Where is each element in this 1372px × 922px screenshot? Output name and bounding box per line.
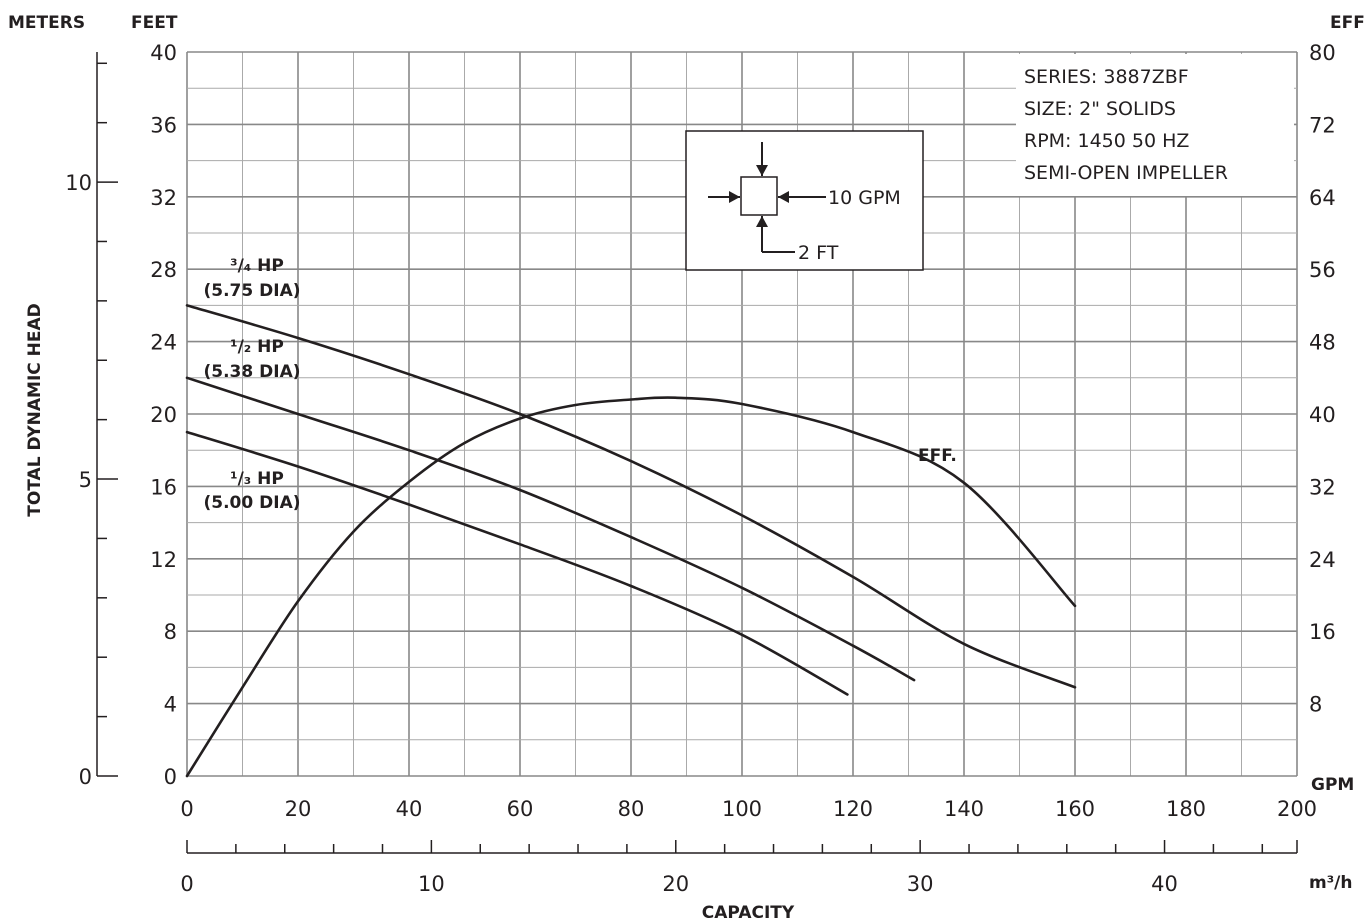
- meters-tick-label: 10: [65, 171, 92, 195]
- curve-1-3-hp: [185, 430, 849, 696]
- eff-tick-label: 16: [1309, 620, 1336, 644]
- m3h-tick-label: 0: [180, 872, 193, 896]
- legend-x-step: 10 GPM: [828, 187, 901, 209]
- feet-tick-label: 0: [164, 765, 177, 789]
- gpm-unit-label: GPM: [1311, 775, 1354, 795]
- eff-unit-label: EFF: [1330, 13, 1365, 33]
- curve-dia-label-1-2-hp: (5.38 DIA): [204, 362, 301, 382]
- legend-arrow-bottom-head: [756, 216, 768, 227]
- m3h-unit-label: m³/h: [1309, 873, 1352, 893]
- curve-1-2-hp: [185, 376, 916, 682]
- meters-tick-label: 0: [79, 765, 92, 789]
- feet-tick-label: 28: [150, 258, 177, 282]
- eff-tick-label: 80: [1309, 41, 1336, 65]
- meters-unit-label: METERS: [8, 13, 85, 33]
- feet-tick-label: 16: [150, 475, 177, 499]
- m3h-tick-label: 40: [1151, 872, 1178, 896]
- grid-legend-box: [685, 130, 924, 271]
- info-box-background: [1016, 54, 1294, 196]
- curve-efficiency: [185, 396, 1077, 778]
- feet-tick-label: 40: [150, 41, 177, 65]
- gpm-tick-label: 140: [944, 797, 984, 821]
- feet-tick-label: 32: [150, 186, 177, 210]
- feet-unit-label: FEET: [131, 13, 178, 33]
- eff-tick-label: 48: [1309, 331, 1336, 355]
- info-box-line: RPM: 1450 50 HZ: [1024, 130, 1189, 152]
- m3h-tick-label: 30: [907, 872, 934, 896]
- gpm-tick-label: 160: [1055, 797, 1095, 821]
- capacity-axis-title: CAPACITY: [702, 903, 795, 922]
- curve-label-1-2-hp: ¹/₂ HP: [230, 337, 284, 357]
- info-box-line: SERIES: 3887ZBF: [1024, 66, 1189, 88]
- gpm-tick-label: 180: [1166, 797, 1206, 821]
- legend-y-step: 2 FT: [798, 242, 839, 264]
- gpm-tick-label: 80: [618, 797, 645, 821]
- eff-tick-label: 72: [1309, 113, 1336, 137]
- curve-label-3-4-hp: ³/₄ HP: [230, 256, 284, 276]
- legend-arrow-top-head: [756, 165, 768, 176]
- feet-tick-label: 20: [150, 403, 177, 427]
- eff-tick-label: 56: [1309, 258, 1336, 282]
- gpm-tick-label: 40: [396, 797, 423, 821]
- curve-label-1-3-hp: ¹/₃ HP: [230, 469, 284, 489]
- gpm-tick-label: 200: [1277, 797, 1317, 821]
- meters-tick-label: 5: [79, 468, 92, 492]
- curve-label-eff: EFF.: [918, 446, 957, 466]
- gpm-tick-label: 20: [285, 797, 312, 821]
- eff-tick-label: 64: [1309, 186, 1336, 210]
- eff-tick-label: 8: [1309, 693, 1322, 717]
- legend-arrow-right-head: [778, 191, 789, 203]
- gpm-tick-label: 120: [833, 797, 873, 821]
- feet-tick-label: 12: [150, 548, 177, 572]
- gpm-tick-label: 60: [507, 797, 534, 821]
- feet-tick-label: 36: [150, 113, 177, 137]
- m3h-tick-label: 20: [662, 872, 689, 896]
- eff-tick-label: 24: [1309, 548, 1336, 572]
- curve-dia-label-3-4-hp: (5.75 DIA): [204, 281, 301, 301]
- feet-tick-label: 8: [164, 620, 177, 644]
- m3h-tick-label: 10: [418, 872, 445, 896]
- info-box-line: SEMI-OPEN IMPELLER: [1024, 162, 1228, 184]
- feet-tick-label: 4: [164, 693, 177, 717]
- grid-legend-cell: [740, 176, 778, 216]
- curve-dia-label-1-3-hp: (5.00 DIA): [204, 493, 301, 513]
- gpm-tick-label: 0: [180, 797, 193, 821]
- eff-tick-label: 40: [1309, 403, 1336, 427]
- info-box-line: SIZE: 2" SOLIDS: [1024, 98, 1176, 120]
- head-axis-title: TOTAL DYNAMIC HEAD: [25, 303, 45, 517]
- legend-arrow-left-head: [729, 191, 740, 203]
- curve-3-4-hp: [185, 304, 1077, 689]
- feet-tick-label: 24: [150, 331, 177, 355]
- eff-tick-label: 32: [1309, 475, 1336, 499]
- gpm-tick-label: 100: [722, 797, 762, 821]
